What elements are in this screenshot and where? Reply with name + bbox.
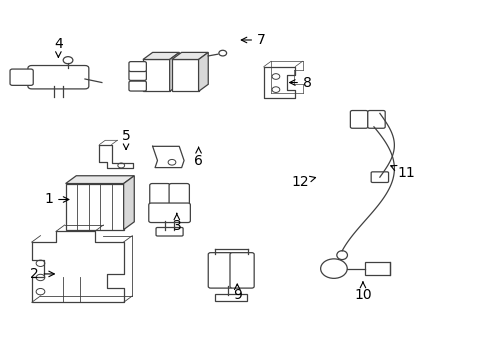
Bar [65,184,123,230]
Polygon shape [65,176,134,184]
FancyBboxPatch shape [370,172,388,183]
FancyBboxPatch shape [148,203,190,222]
Polygon shape [198,53,208,91]
Ellipse shape [336,251,347,260]
FancyBboxPatch shape [129,71,146,80]
Text: 8: 8 [289,76,311,90]
Text: 6: 6 [194,147,203,167]
FancyBboxPatch shape [208,253,232,288]
Text: 11: 11 [390,166,414,180]
Text: 7: 7 [241,33,265,47]
FancyBboxPatch shape [229,253,254,288]
FancyBboxPatch shape [129,81,146,91]
Text: 4: 4 [54,36,62,57]
FancyBboxPatch shape [129,62,146,72]
Bar [172,59,198,91]
Ellipse shape [320,259,346,278]
FancyBboxPatch shape [350,111,367,128]
FancyBboxPatch shape [367,111,385,128]
Bar [365,262,389,275]
FancyBboxPatch shape [149,184,170,208]
Text: 5: 5 [122,129,130,149]
Bar [142,59,169,91]
Text: 9: 9 [232,284,241,302]
Text: 10: 10 [353,282,371,302]
Polygon shape [123,176,134,230]
FancyBboxPatch shape [169,184,189,208]
Polygon shape [169,53,179,91]
Text: 12: 12 [291,175,315,189]
FancyBboxPatch shape [156,228,183,236]
Bar [214,294,247,301]
Text: 1: 1 [44,193,69,207]
Text: 3: 3 [172,213,181,233]
Polygon shape [142,53,179,59]
Text: 2: 2 [30,267,54,281]
Polygon shape [172,53,208,59]
FancyBboxPatch shape [10,69,33,85]
FancyBboxPatch shape [28,66,89,89]
